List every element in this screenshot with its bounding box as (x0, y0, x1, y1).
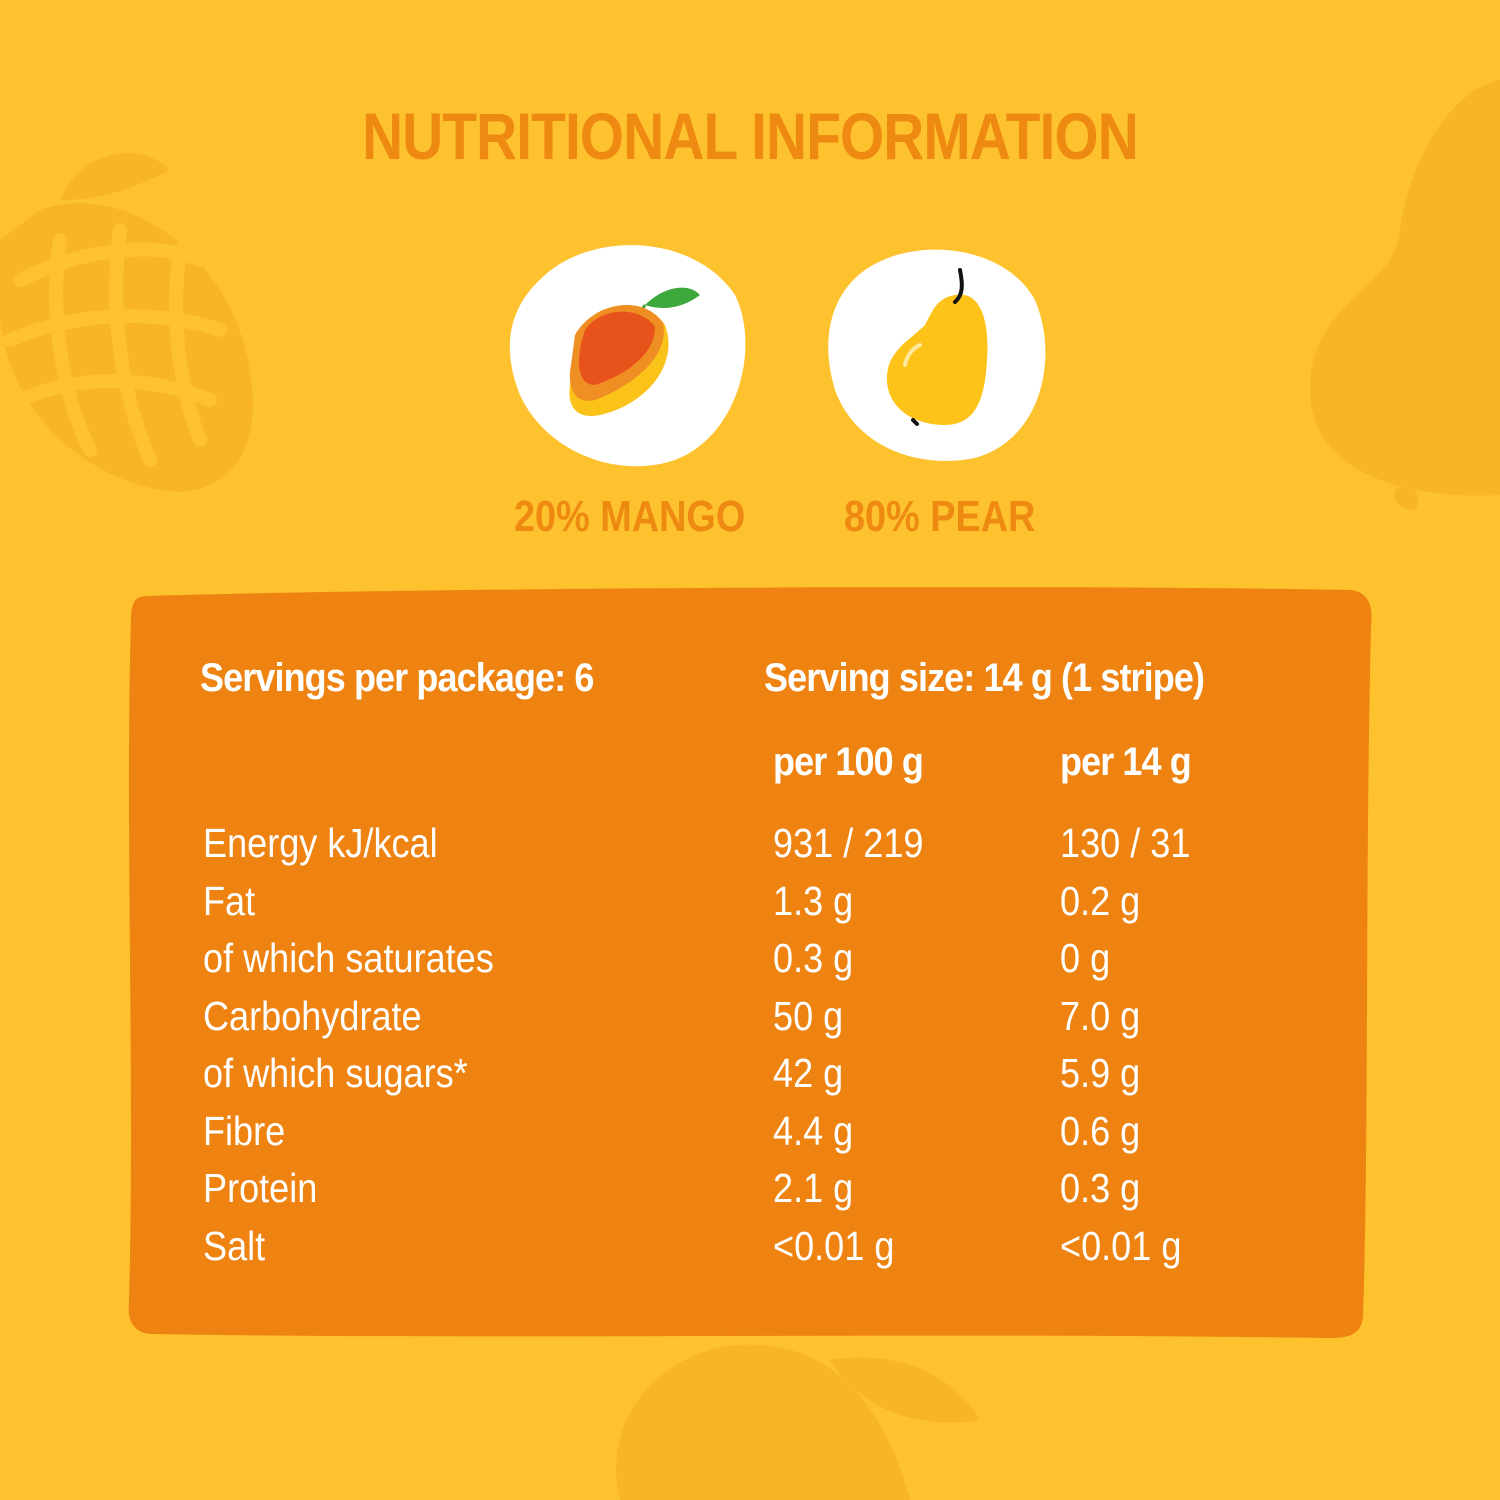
value-per-100g: 931 / 219 (773, 820, 924, 866)
pear-icon (828, 249, 1046, 461)
table-row: of which sugars* 42 g 5.9 g (0, 1050, 1500, 1108)
value-per-serving: 5.9 g (1060, 1050, 1141, 1096)
table-row: Fat 1.3 g 0.2 g (0, 878, 1500, 936)
nutrition-table-panel (128, 587, 1372, 1338)
table-row: Salt <0.01 g <0.01 g (0, 1223, 1500, 1281)
background-pear-decoration-icon (1310, 80, 1500, 510)
value-per-100g: 2.1 g (773, 1165, 854, 1211)
value-per-serving: 0.3 g (1060, 1165, 1141, 1211)
value-per-100g: <0.01 g (773, 1222, 895, 1269)
value-per-serving: 0 g (1060, 935, 1111, 981)
table-row: Protein 2.1 g 0.3 g (0, 1165, 1500, 1223)
column-header-per-serving: per 14 g (1060, 740, 1192, 784)
table-row: of which saturates 0.3 g 0 g (0, 935, 1500, 993)
column-header-per-100g: per 100 g (773, 740, 924, 784)
value-per-100g: 1.3 g (773, 877, 854, 924)
value-per-serving: 0.2 g (1060, 877, 1141, 924)
nutrient-name: Fibre (203, 1107, 286, 1154)
page-title: NUTRITIONAL INFORMATION (362, 99, 1139, 173)
nutrient-name: Energy kJ/kcal (203, 820, 438, 866)
nutrient-name: Fat (203, 877, 256, 924)
value-per-serving: 7.0 g (1060, 992, 1141, 1039)
serving-size: Serving size: 14 g (1 stripe) (764, 656, 1205, 700)
value-per-100g: 42 g (773, 1050, 844, 1096)
value-per-100g: 0.3 g (773, 935, 854, 981)
table-row: Carbohydrate 50 g 7.0 g (0, 993, 1500, 1051)
mango-icon (509, 245, 746, 467)
background-mango-decoration-icon (0, 153, 253, 492)
nutrient-name: of which saturates (203, 935, 494, 981)
value-per-100g: 50 g (773, 992, 844, 1039)
table-row: Fibre 4.4 g 0.6 g (0, 1108, 1500, 1166)
value-per-serving: <0.01 g (1060, 1222, 1182, 1269)
table-row: Energy kJ/kcal 931 / 219 130 / 31 (0, 820, 1500, 878)
value-per-100g: 4.4 g (773, 1107, 854, 1154)
nutrient-name: Carbohydrate (203, 992, 422, 1039)
mango-percentage-label: 20% MANGO (514, 492, 746, 541)
background-fruit-decoration-icon (616, 1344, 980, 1500)
pear-percentage-label: 80% PEAR (844, 492, 1036, 541)
value-per-serving: 130 / 31 (1060, 820, 1191, 866)
servings-per-package: Servings per package: 6 (200, 656, 594, 700)
value-per-serving: 0.6 g (1060, 1107, 1141, 1154)
nutrient-name: Protein (203, 1165, 318, 1211)
nutrient-name: of which sugars* (203, 1050, 468, 1096)
nutrient-name: Salt (203, 1222, 266, 1269)
